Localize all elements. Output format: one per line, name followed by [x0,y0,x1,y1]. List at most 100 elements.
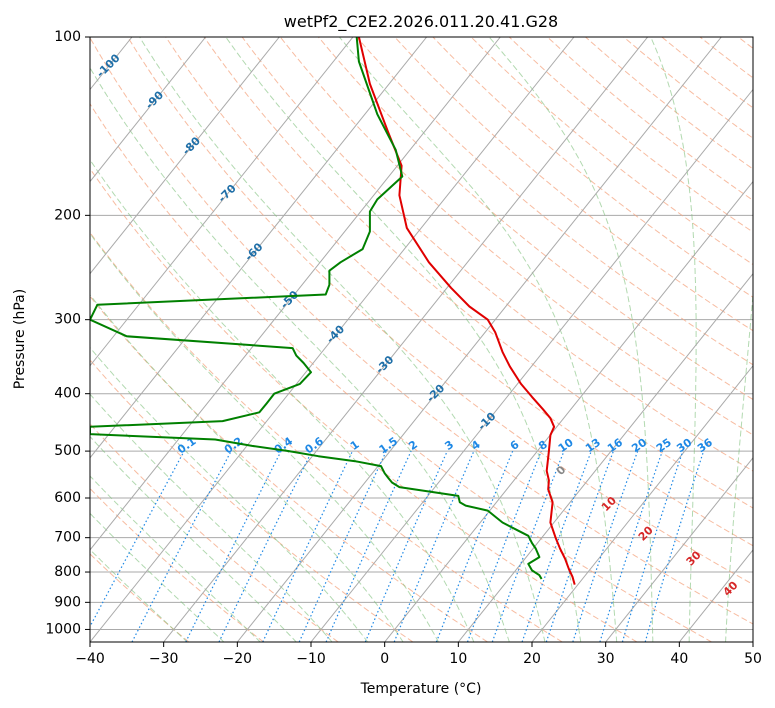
dry-adiabat [585,37,753,170]
mixing-ratio-label: 25 [654,436,674,455]
y-tick-label: 800 [54,564,81,580]
isotherm-label: -40 [324,322,347,345]
isotherm-line [384,180,753,642]
mixing-ratio-line [466,450,542,642]
y-tick-label: 300 [54,312,81,328]
mixing-ratio-line [644,450,705,642]
dry-adiabat [699,37,753,79]
dry-adiabat [737,37,753,49]
x-tick-label: 30 [597,651,615,667]
y-tick-label: 400 [54,386,81,402]
x-tick-label: −40 [75,651,105,667]
temperature-profile [357,37,576,585]
y-tick-label: 200 [54,207,81,223]
mixing-ratio-line [572,450,639,642]
isotherm-line [752,641,753,642]
x-tick-label: 0 [380,651,389,667]
moist-adiabat [90,66,510,642]
mixing-ratio-line [218,450,313,642]
dry-adiabat [90,167,638,642]
mixing-ratio-label: 1.5 [377,435,400,457]
isotherm-label: -90 [143,88,166,111]
dry-adiabat [165,37,753,547]
isotherm-line [90,37,501,551]
isotherm-label: -60 [242,240,265,263]
dry-adiabat [356,37,753,366]
x-tick-label: 20 [523,651,541,667]
moist-adiabat-label: 30 [684,548,704,568]
isotherm-label: -70 [216,182,239,205]
mixing-ratio-line [262,450,354,642]
x-tick-label: 10 [449,651,467,667]
isotherm-label: -30 [373,353,396,376]
mixing-ratio-line [90,450,185,628]
y-axis-label: Pressure (hPa) [12,289,28,389]
dry-adiabat [470,37,753,266]
moist-adiabat [90,346,369,642]
moist-adiabat [650,37,697,642]
moist-adiabat [488,37,654,642]
moist-adiabat [139,37,546,642]
moist-adiabat [90,158,475,642]
x-tick-label: −10 [296,651,326,667]
dry-adiabat [90,37,753,625]
x-tick-label: 50 [744,651,762,667]
moist-adiabat-label: 40 [721,579,741,599]
dry-adiabat [90,487,264,642]
y-tick-label: 900 [54,594,81,610]
mixing-ratio-line [521,450,592,642]
isotherm-label: -80 [180,134,203,157]
x-tick-label: −30 [149,651,179,667]
y-tick-label: 1000 [45,621,81,637]
dewpoint-profile [90,37,543,580]
mixing-ratio-label: 0.4 [272,434,296,456]
dry-adiabat [547,37,753,201]
isotherm-line [90,37,428,459]
mixing-ratio-label: 13 [583,436,603,455]
mixing-ratio-label: 0.2 [222,435,245,457]
plot-frame [89,36,754,643]
isotherm-line [457,272,753,642]
mixing-ratio-line [393,450,475,642]
moist-adiabat [90,548,188,642]
y-tick-label: 500 [54,443,81,459]
mixing-ratio-line [545,450,614,642]
moist-adiabat [339,37,618,642]
isotherm-line [90,37,575,642]
moist-adiabat [90,393,333,642]
x-tick-label: 40 [670,651,688,667]
mixing-ratio-line [325,450,412,642]
mixing-ratio-label: 16 [605,436,625,456]
isotherm-label: -10 [475,409,498,432]
isotherm-line [90,37,280,275]
mixing-ratio-line [298,450,387,642]
mixing-ratio-label: 30 [674,436,694,456]
moist-adiabat [90,232,440,642]
mixing-ratio-line [364,450,448,642]
isotherm-line [90,37,354,367]
isotherm-line [531,364,753,642]
dry-adiabat [279,37,753,436]
mixing-ratio-line [621,450,684,642]
dry-adiabat [394,37,753,332]
isotherm-label: -20 [424,381,447,404]
mixing-ratio-line [185,450,282,642]
y-tick-label: 100 [54,29,81,45]
mixing-ratio-line [435,450,514,642]
y-tick-label: 600 [54,490,81,506]
x-axis-label: Temperature (°C) [360,681,482,697]
chart-title: wetPf2_C2E2.2026.011.20.41.G28 [284,12,558,32]
dry-adiabat [318,37,753,401]
dry-adiabat [203,37,753,509]
profiles [90,37,576,585]
moist-adiabat [725,289,753,642]
isotherm-line [90,37,207,183]
isotherm-line [0,37,58,642]
moist-adiabat-label: 0 [554,463,569,478]
moist-adiabat [225,37,582,642]
x-tick-label: −20 [223,651,253,667]
isotherm-line [236,37,722,642]
y-tick-label: 700 [54,530,81,546]
